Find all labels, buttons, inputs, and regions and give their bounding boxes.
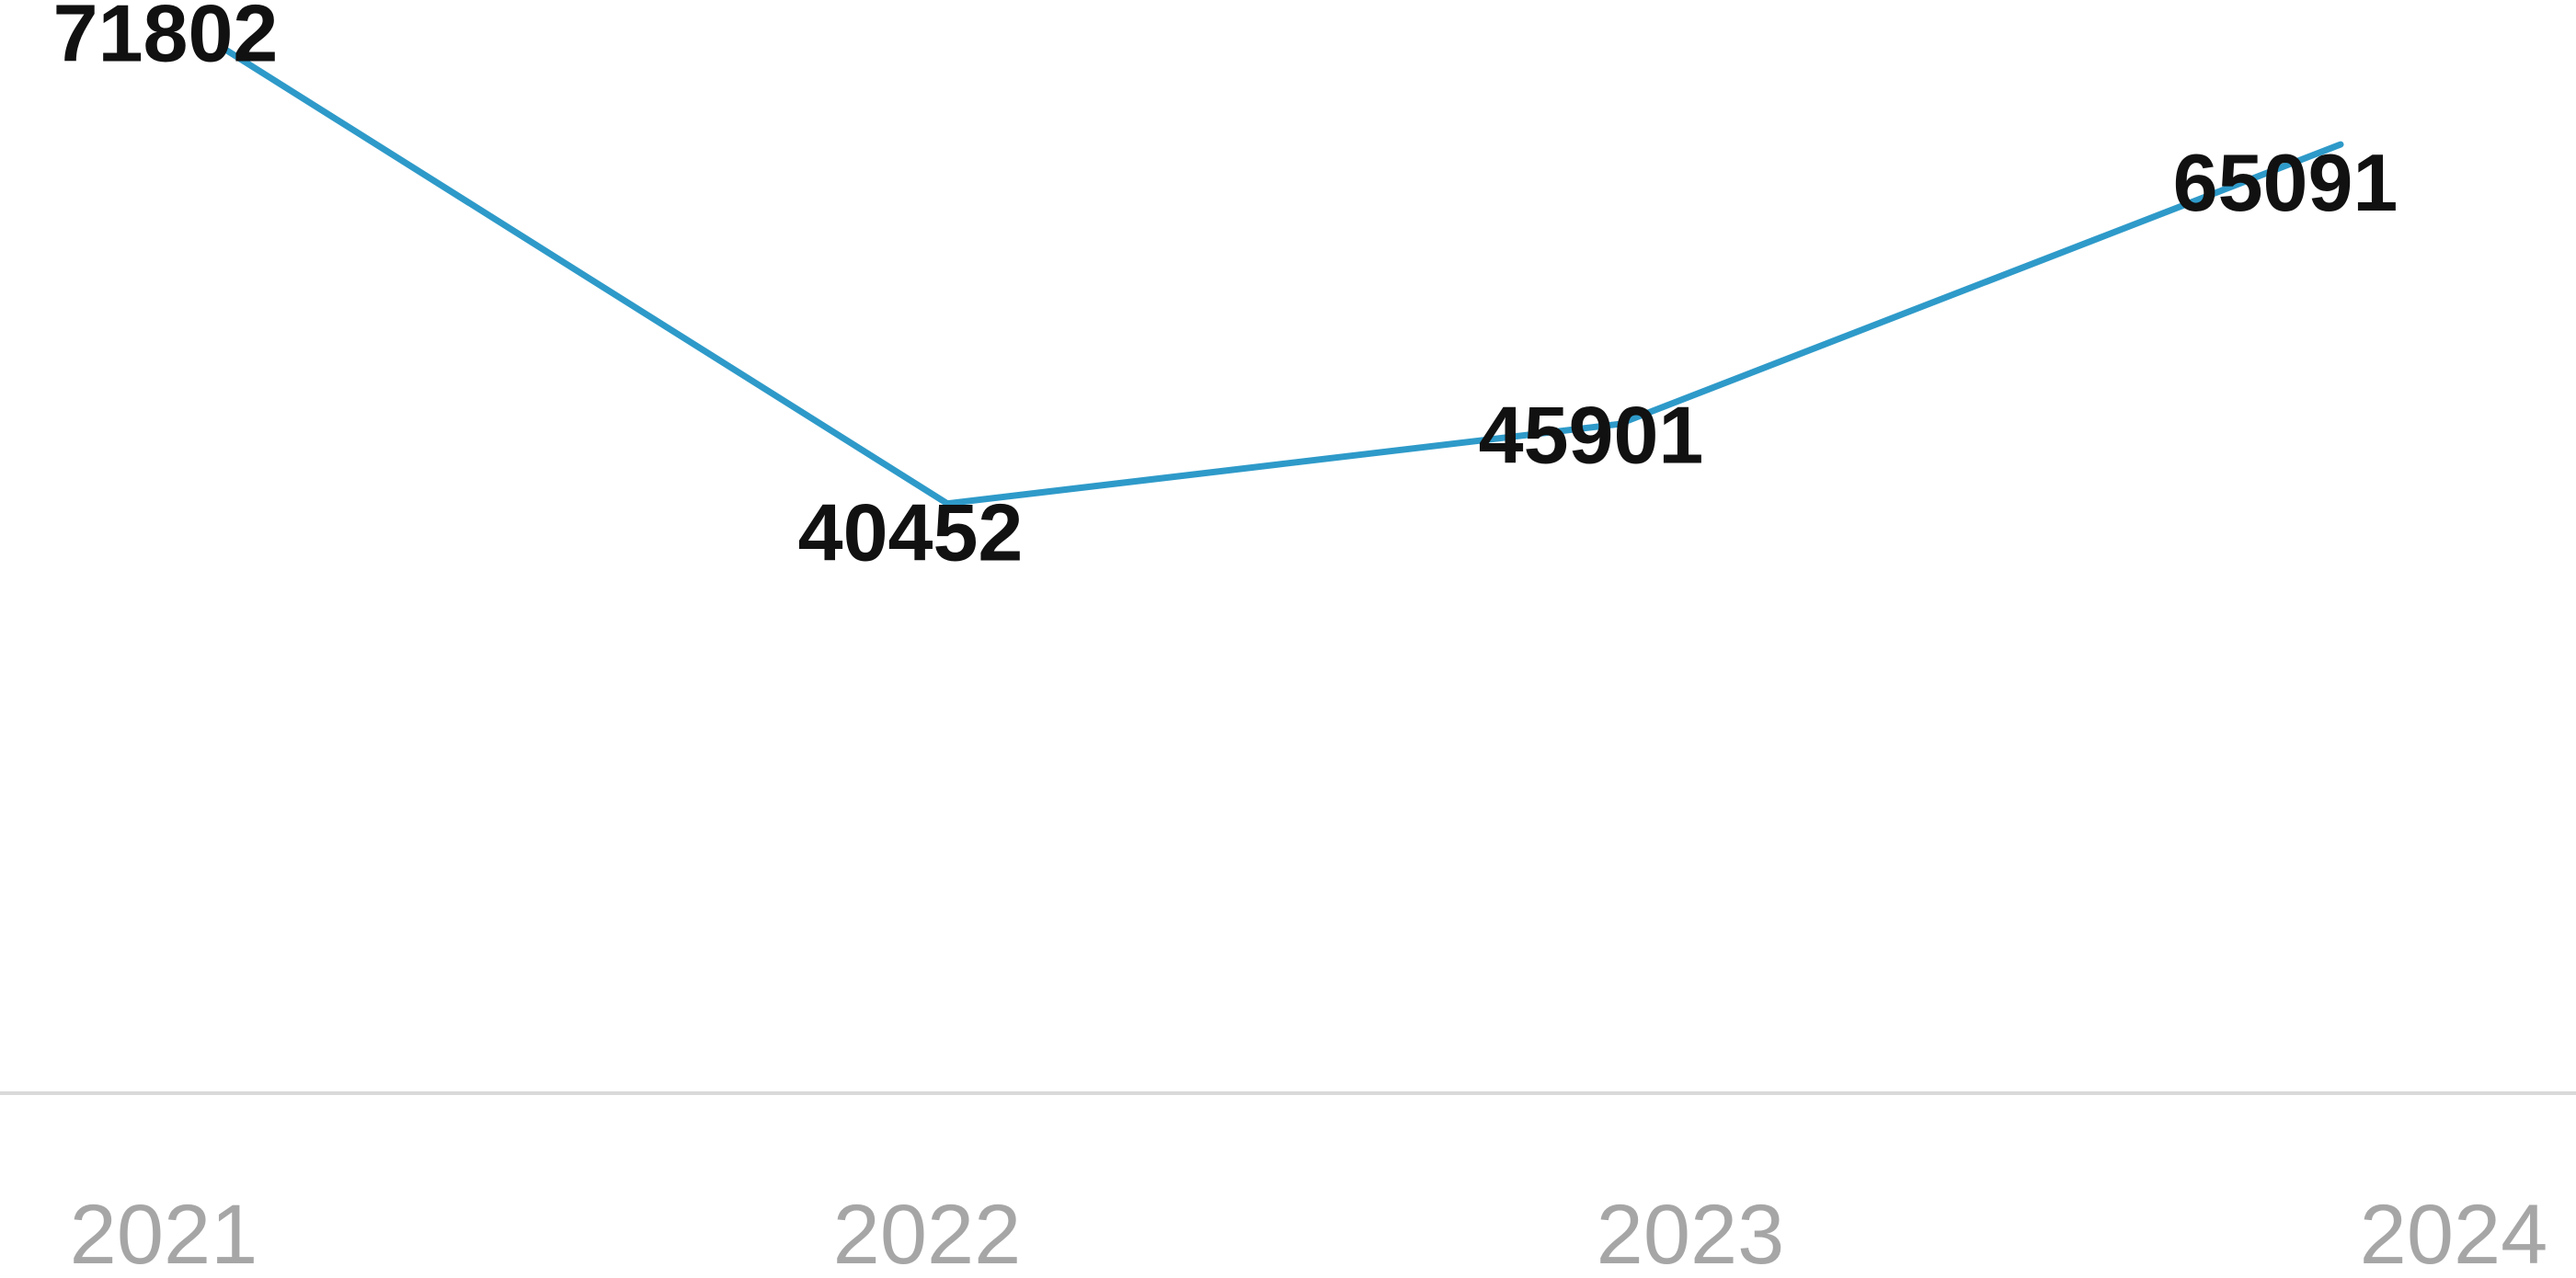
- x-tick-label-2023: 2023: [1597, 1188, 1785, 1278]
- data-label-2022: 40452: [798, 487, 1024, 578]
- series-line: [217, 43, 2344, 508]
- x-tick-label-2022: 2022: [833, 1188, 1022, 1278]
- x-axis-tick-labels: 2021 2022 2023 2024: [70, 1188, 2548, 1278]
- x-tick-label-2021: 2021: [70, 1188, 258, 1278]
- x-tick-label-2024: 2024: [2360, 1188, 2548, 1278]
- data-label-2021: 71802: [53, 0, 279, 79]
- data-label-2024: 65091: [2173, 137, 2399, 228]
- data-labels: 71802 40452 45901 65091: [53, 0, 2399, 578]
- data-label-2023: 45901: [1479, 389, 1704, 480]
